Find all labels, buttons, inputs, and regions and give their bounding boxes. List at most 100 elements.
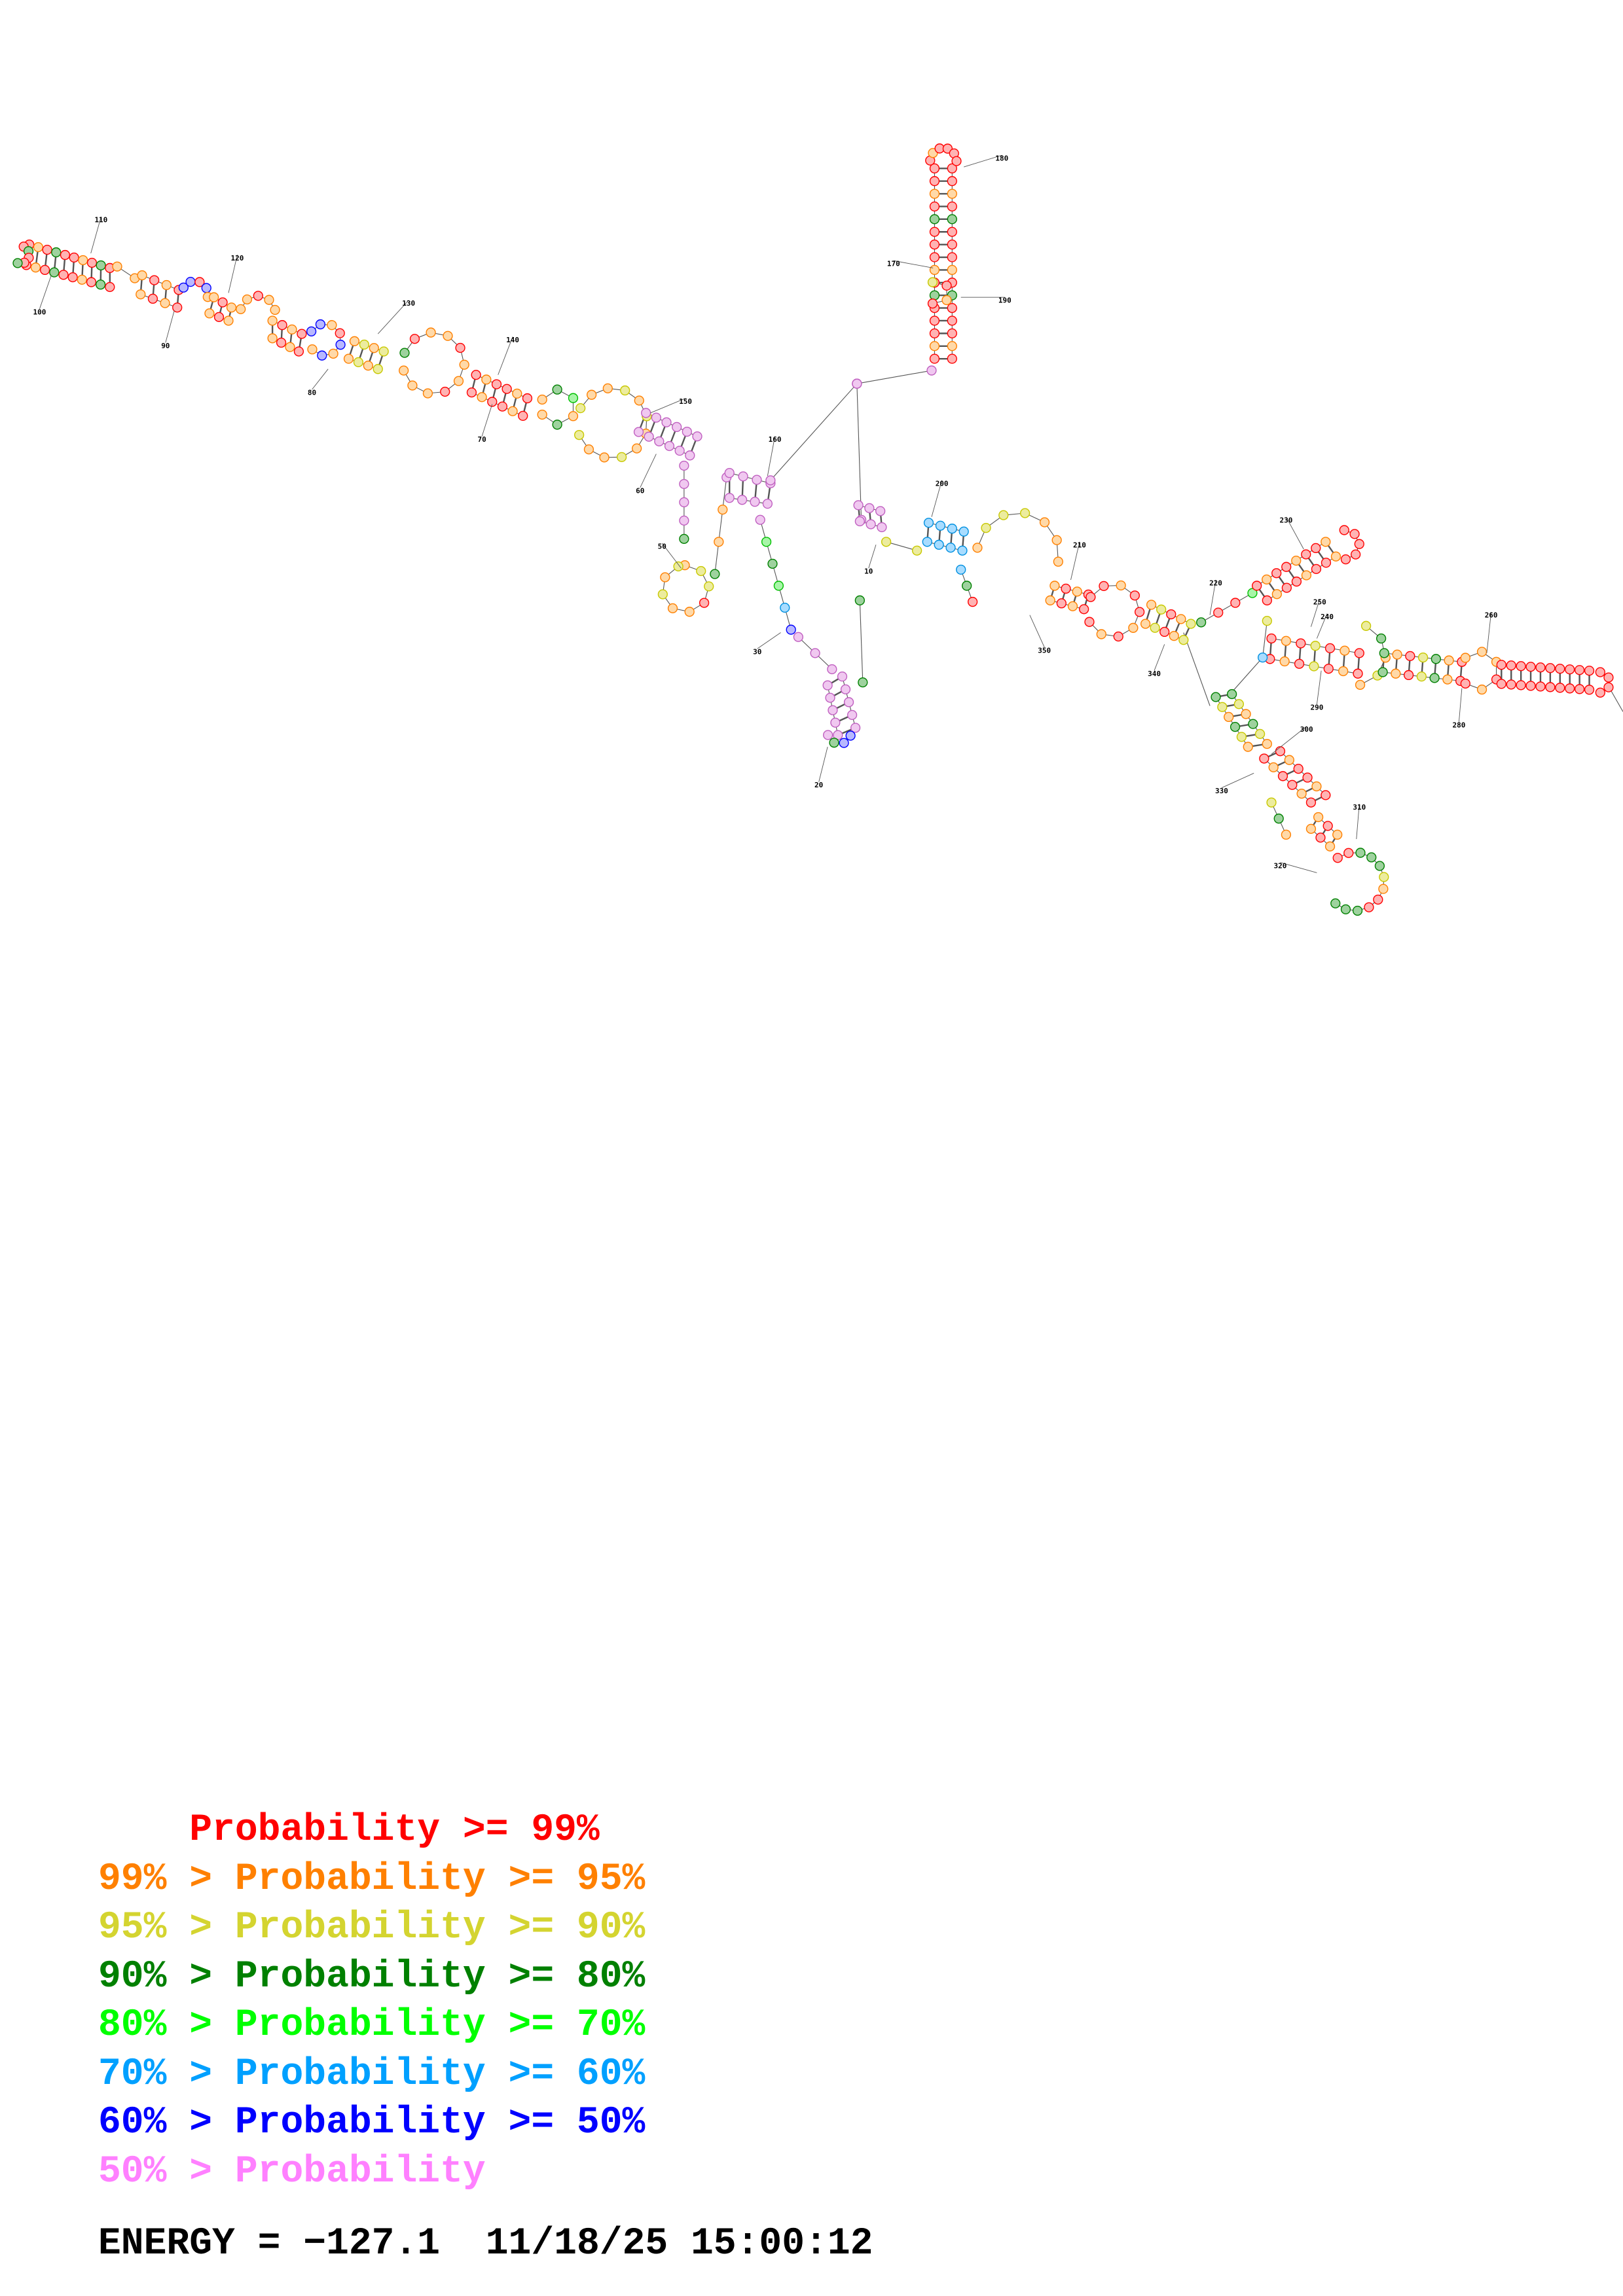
nucleotide [201, 283, 211, 293]
nucleotide [1045, 595, 1055, 605]
nucleotide [633, 427, 644, 437]
nucleotide [1275, 746, 1286, 757]
position-tick-line [1356, 804, 1360, 840]
backbone-segment [1262, 620, 1267, 658]
nucleotide [822, 730, 833, 740]
timestamp: 11/18/25 15:00:12 [485, 2223, 873, 2265]
nucleotide [1417, 652, 1429, 663]
position-label-250: 250 [1313, 598, 1326, 607]
nucleotide [926, 365, 937, 376]
position-tick-line [1316, 613, 1328, 639]
nucleotide [147, 293, 158, 304]
nucleotide [947, 201, 957, 212]
nucleotide [972, 543, 983, 553]
nucleotide [664, 440, 675, 452]
nucleotide [1376, 633, 1387, 644]
nucleotide [1392, 649, 1402, 660]
nucleotide [226, 302, 237, 313]
backbone-segment [770, 383, 858, 481]
nucleotide [1321, 790, 1331, 800]
nucleotide [455, 342, 465, 353]
nucleotide [1294, 658, 1305, 669]
nucleotide [947, 302, 957, 314]
backbone-segment [1611, 691, 1623, 712]
nucleotide [1217, 702, 1228, 712]
nucleotide [750, 497, 760, 507]
nucleotide [267, 315, 278, 326]
nucleotide [929, 252, 940, 262]
nucleotide [951, 156, 962, 166]
nucleotide [839, 738, 849, 748]
position-tick-line [1311, 598, 1321, 627]
nucleotide [112, 261, 122, 272]
nucleotide [1140, 619, 1151, 629]
nucleotide [552, 384, 562, 395]
nucleotide [39, 264, 50, 276]
position-tick-line [312, 368, 329, 390]
nucleotide [1574, 684, 1585, 694]
nucleotide [1224, 711, 1234, 723]
nucleotide [1460, 678, 1470, 689]
nucleotide [829, 738, 839, 748]
position-label-170: 170 [887, 260, 900, 268]
nucleotide [267, 333, 278, 344]
nucleotide [1460, 653, 1470, 663]
nucleotide [1019, 508, 1030, 518]
nucleotide [929, 353, 940, 364]
position-label-layer: 10 20 30 50 60 70 80 90 100 110 120 130 140 150 160 170… [33, 154, 1498, 873]
position-label-100: 100 [33, 308, 46, 317]
nucleotide [287, 324, 297, 335]
nucleotide [172, 302, 183, 313]
nucleotide [1535, 681, 1546, 692]
nucleotide [317, 350, 327, 361]
nucleotide [95, 279, 106, 290]
nucleotide [866, 519, 876, 529]
nucleotide [1266, 797, 1277, 808]
nucleotide [875, 506, 886, 516]
nucleotide [1378, 884, 1389, 894]
nucleotide [1364, 902, 1374, 912]
nucleotide [1555, 683, 1565, 693]
nucleotide [1186, 619, 1196, 629]
nucleotide [1252, 581, 1262, 591]
position-label-290: 290 [1310, 704, 1323, 712]
nucleotide [837, 672, 848, 682]
nucleotide [947, 188, 957, 199]
nucleotide [1096, 629, 1106, 639]
nucleotide [1226, 689, 1237, 700]
nucleotide [845, 730, 856, 741]
nucleotide [1311, 543, 1321, 554]
nucleotide [1305, 823, 1317, 834]
nucleotide [957, 545, 968, 556]
nucleotide [1049, 581, 1060, 591]
legend-prefix: 60% > [98, 2102, 235, 2144]
nucleotide [1431, 654, 1441, 664]
nucleotide [1353, 668, 1363, 679]
nucleotide [1134, 607, 1145, 617]
position-label-90: 90 [161, 342, 170, 350]
position-tick-line [1029, 615, 1045, 648]
nucleotide [1079, 604, 1089, 615]
nucleotide [136, 289, 146, 300]
nucleotide [1535, 662, 1546, 673]
nucleotide-layer [12, 143, 1614, 916]
nucleotide [935, 520, 946, 531]
nucleotide [1039, 517, 1050, 528]
nucleotide [1340, 645, 1350, 656]
nucleotide [616, 452, 627, 462]
nucleotide [369, 343, 379, 353]
nucleotide [1305, 797, 1317, 808]
nucleotide [1429, 673, 1440, 683]
nucleotide [1259, 753, 1269, 764]
nucleotide [947, 264, 957, 276]
nucleotide [956, 564, 966, 575]
position-label-70: 70 [477, 435, 486, 444]
nucleotide [1321, 537, 1331, 547]
nucleotide [86, 257, 98, 268]
nucleotide [440, 386, 450, 397]
position-tick-line [757, 632, 781, 649]
legend-row-p50: 60% > Probability >= 50% [98, 2099, 645, 2148]
nucleotide [1291, 555, 1302, 566]
base-pair-layer [26, 168, 1590, 847]
